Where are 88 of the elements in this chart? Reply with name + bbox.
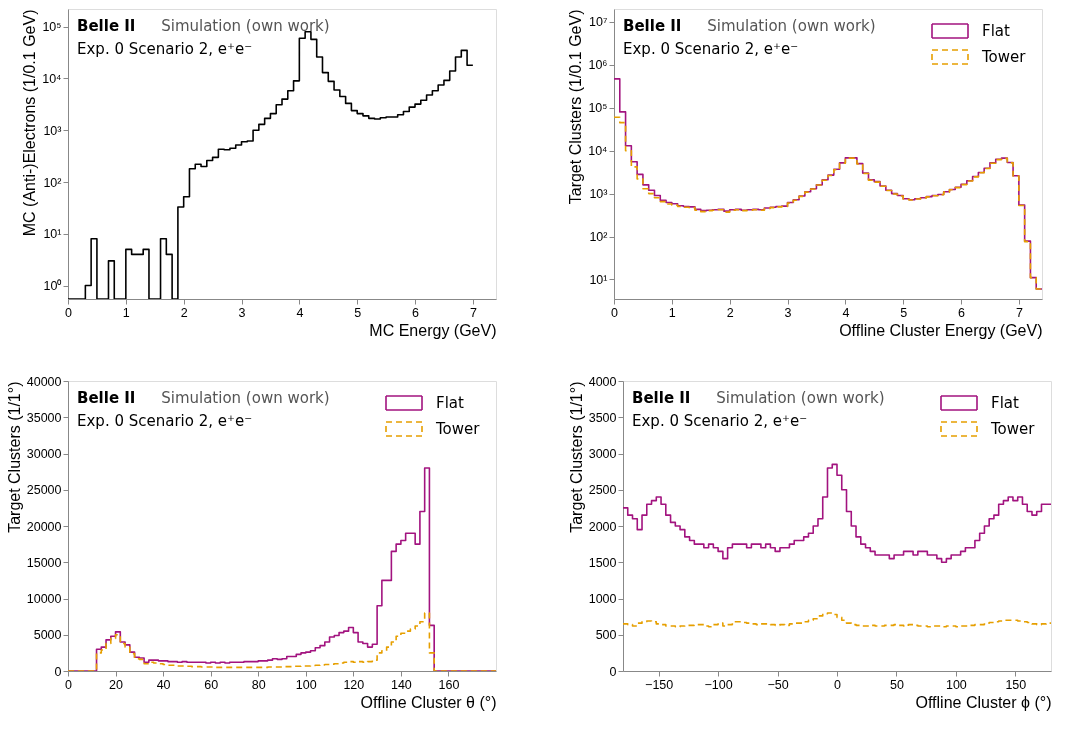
y-axis-title: Target Clusters (1/0.1 GeV) [567, 9, 585, 205]
x-tick-label: 80 [251, 677, 266, 692]
y-tick-label: 0 [609, 664, 617, 679]
x-tick-label: 3 [784, 305, 792, 320]
x-tick-label: 7 [469, 305, 477, 320]
y-tick-label: 2000 [588, 519, 617, 534]
y-tick-label: 10⁶ [588, 58, 608, 73]
y-tick-label: 3500 [588, 410, 617, 425]
x-tick-label: 150 [1005, 677, 1027, 692]
x-axis-title: Offline Cluster ϕ (°) [915, 694, 1052, 711]
x-tick-label: 6 [412, 305, 420, 320]
y-tick-label: 10⁴ [588, 144, 608, 159]
y-tick-label: 3000 [588, 447, 617, 461]
legend-label: Flat [991, 394, 1019, 412]
x-tick-label: −50 [767, 677, 789, 692]
y-tick-label: 10² [43, 175, 62, 190]
x-tick-label: 140 [390, 677, 412, 692]
x-tick-label: 4 [842, 305, 850, 320]
y-tick-label: 10⁵ [588, 101, 608, 116]
y-tick-label: 30000 [26, 447, 62, 461]
y-tick-label: 4000 [588, 374, 617, 389]
x-tick-label: 0 [65, 305, 73, 320]
annotation: Belle II [623, 17, 682, 35]
annotation: Belle II [632, 389, 691, 407]
annotation: Exp. 0 Scenario 2, e⁺e⁻ [623, 40, 799, 58]
y-tick-label: 10¹ [43, 227, 62, 242]
annotation: Exp. 0 Scenario 2, e⁺e⁻ [77, 40, 253, 58]
x-tick-label: 2 [180, 305, 188, 320]
x-tick-label: 0 [834, 677, 842, 692]
annotation: Exp. 0 Scenario 2, e⁺e⁻ [77, 412, 253, 430]
y-tick-label: 10⁵ [42, 20, 62, 35]
x-tick-label: 5 [354, 305, 362, 320]
y-tick-label: 20000 [26, 519, 62, 534]
legend-label: Tower [435, 420, 481, 438]
x-tick-label: 100 [295, 677, 317, 692]
y-tick-label: 35000 [26, 410, 62, 425]
x-tick-label: 0 [65, 677, 73, 692]
x-tick-label: 20 [109, 677, 124, 692]
annotation: Simulation (own work) [707, 17, 876, 35]
x-tick-label: 2 [726, 305, 734, 320]
y-axis-title: Target Clusters (1/1°) [5, 381, 23, 533]
y-axis-title: MC (Anti-)Electrons (1/0.1 GeV) [21, 9, 39, 237]
y-tick-label: 2500 [588, 483, 617, 498]
legend-label: Tower [990, 420, 1036, 438]
annotation: Exp. 0 Scenario 2, e⁺e⁻ [632, 412, 808, 430]
x-tick-label: 120 [343, 677, 365, 692]
y-tick-label: 10⁷ [589, 15, 608, 30]
x-tick-label: 3 [238, 305, 246, 320]
x-tick-label: 7 [1015, 305, 1023, 320]
y-tick-label: 10² [589, 230, 608, 245]
y-axis-title: Target Clusters (1/1°) [567, 381, 585, 533]
y-tick-label: 500 [595, 628, 617, 643]
y-tick-label: 10³ [589, 187, 608, 202]
y-tick-label: 25000 [26, 483, 62, 498]
annotation: Belle II [77, 389, 136, 407]
x-tick-label: 40 [156, 677, 171, 692]
legend-label: Flat [982, 22, 1010, 40]
y-tick-label: 10³ [43, 123, 62, 138]
x-tick-label: 100 [945, 677, 967, 692]
x-tick-label: 1 [668, 305, 676, 320]
x-axis-title: Offline Cluster θ (°) [360, 694, 497, 711]
x-tick-label: 50 [889, 677, 904, 692]
annotation: Simulation (own work) [161, 389, 330, 407]
x-axis-title: Offline Cluster Energy (GeV) [839, 322, 1043, 339]
y-tick-label: 10⁰ [43, 279, 63, 294]
x-tick-label: 160 [438, 677, 460, 692]
y-tick-label: 1500 [588, 555, 617, 570]
y-tick-label: 15000 [26, 555, 62, 570]
x-tick-label: 5 [900, 305, 908, 320]
legend-label: Tower [981, 48, 1027, 66]
y-tick-label: 0 [54, 664, 62, 679]
y-tick-label: 10000 [26, 592, 62, 606]
y-tick-label: 10¹ [589, 272, 608, 287]
y-tick-label: 1000 [588, 592, 617, 606]
annotation: Belle II [77, 17, 136, 35]
x-tick-label: 60 [204, 677, 219, 692]
x-tick-label: 4 [296, 305, 304, 320]
y-tick-label: 10⁴ [42, 71, 62, 86]
x-tick-label: −100 [704, 677, 733, 692]
legend-label: Flat [436, 394, 464, 412]
x-axis-title: MC Energy (GeV) [369, 322, 497, 339]
annotation: Simulation (own work) [716, 389, 885, 407]
x-tick-label: 1 [122, 305, 130, 320]
y-tick-label: 40000 [26, 374, 62, 389]
x-tick-label: 6 [958, 305, 966, 320]
y-tick-label: 5000 [33, 628, 62, 643]
annotation: Simulation (own work) [161, 17, 330, 35]
x-tick-label: −150 [645, 677, 674, 692]
